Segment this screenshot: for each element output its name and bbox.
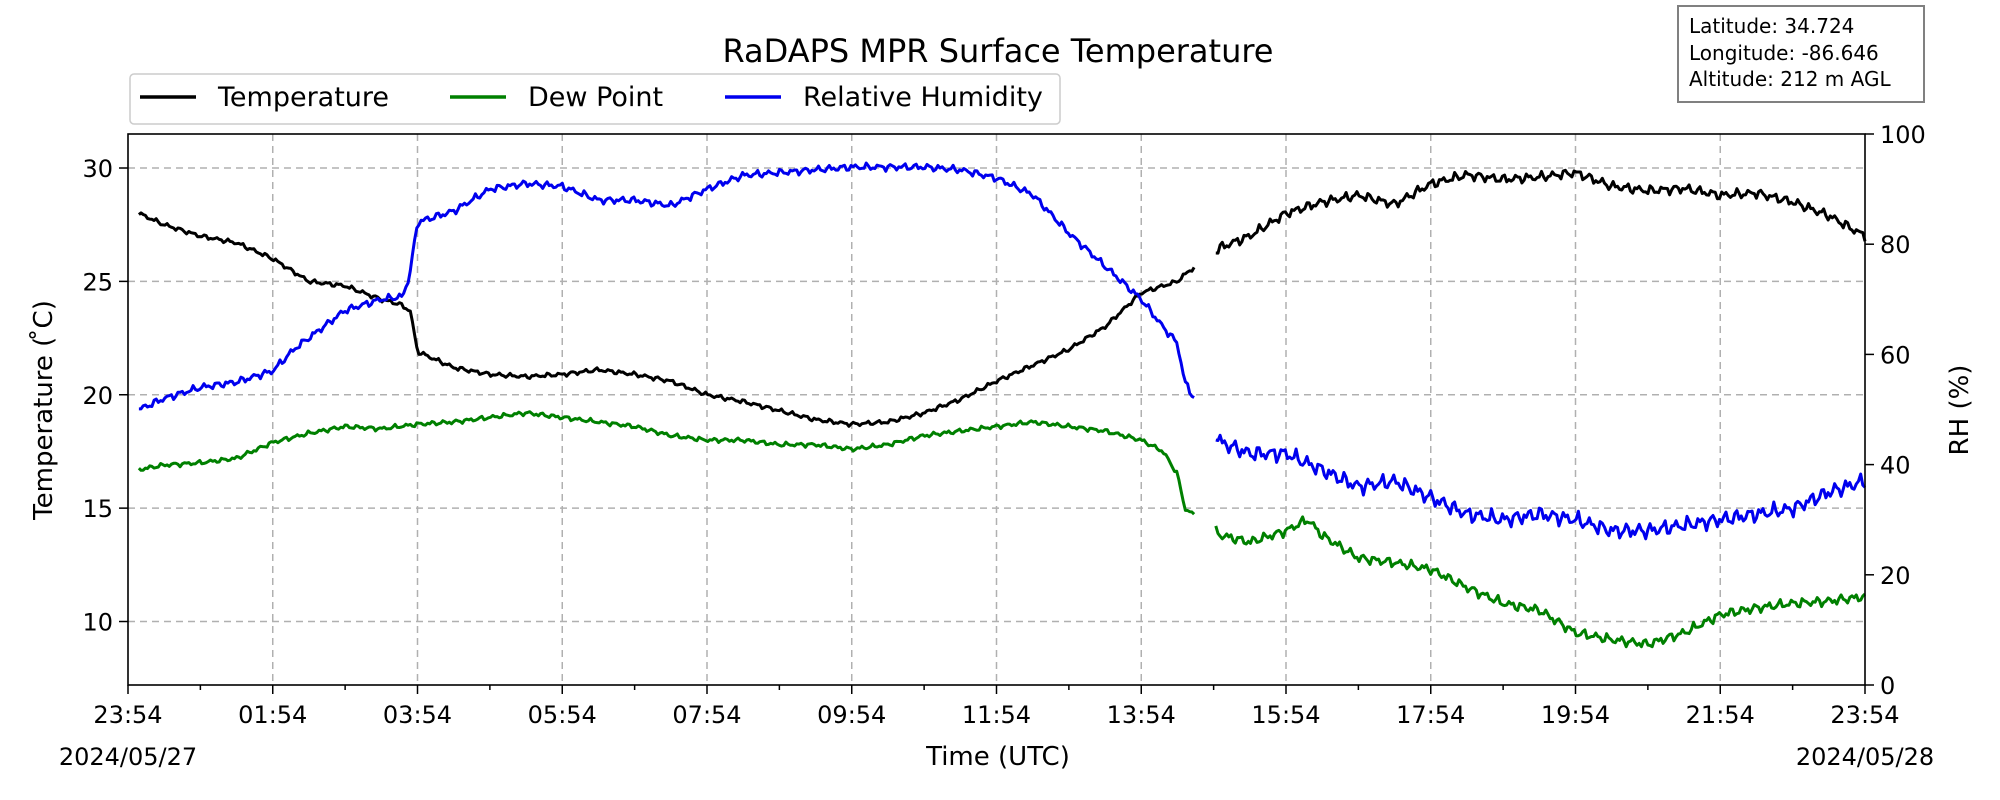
x-tick-label: 05:54 bbox=[528, 701, 597, 729]
x-tick-label: 21:54 bbox=[1686, 701, 1755, 729]
y-tick-label: 10 bbox=[82, 609, 113, 637]
x-tick-label: 17:54 bbox=[1396, 701, 1465, 729]
y2-tick-label: 0 bbox=[1880, 672, 1895, 700]
y2-tick-label: 20 bbox=[1880, 562, 1911, 590]
x-tick-label: 19:54 bbox=[1541, 701, 1610, 729]
series-line-relative-humidity bbox=[138, 161, 1867, 541]
y-tick-label: 15 bbox=[82, 495, 113, 523]
y-axis-right: 0 20 40 60 80 100 bbox=[1865, 121, 1926, 700]
x-tick-label: 09:54 bbox=[817, 701, 886, 729]
legend-box bbox=[129, 73, 1061, 125]
info-altitude: Altitude: 212 m AGL bbox=[1689, 67, 1891, 91]
y2-tick-label: 100 bbox=[1880, 121, 1926, 149]
y2-tick-label: 40 bbox=[1880, 452, 1911, 480]
y-tick-label: 30 bbox=[82, 155, 113, 183]
info-latitude: Latitude: 34.724 bbox=[1689, 14, 1854, 38]
y2-tick-label: 60 bbox=[1880, 341, 1911, 369]
legend-label-relative-humidity: Relative Humidity bbox=[803, 82, 1043, 113]
y-axis-label: Temperature ( ̊C) bbox=[29, 300, 59, 521]
grid-lines bbox=[128, 134, 1865, 685]
y-tick-label: 20 bbox=[82, 382, 113, 410]
x-tick-label: 03:54 bbox=[383, 701, 452, 729]
y-axis-left: 10 15 20 25 30 bbox=[82, 155, 128, 637]
info-box-frame bbox=[1677, 5, 1925, 103]
y2-tick-label: 80 bbox=[1880, 231, 1911, 259]
y-tick-label: 25 bbox=[82, 268, 113, 296]
y2-axis-label: RH (%) bbox=[1945, 365, 1975, 456]
x-tick-label: 15:54 bbox=[1251, 701, 1320, 729]
x-tick-label: 23:54 bbox=[1830, 701, 1899, 729]
x-axis-label: Time (UTC) bbox=[925, 742, 1070, 772]
series-line-dew-point bbox=[137, 410, 1867, 649]
x-tick-label: 11:54 bbox=[962, 701, 1031, 729]
info-longitude: Longitude: -86.646 bbox=[1689, 41, 1879, 65]
legend-label-dew-point: Dew Point bbox=[528, 82, 663, 113]
chart-title: RaDAPS MPR Surface Temperature bbox=[723, 32, 1274, 70]
legend-label-temperature: Temperature bbox=[217, 82, 389, 113]
location-info-box: Latitude: 34.724 Longitude: -86.646 Alti… bbox=[1677, 5, 1925, 103]
chart-series bbox=[137, 161, 1867, 649]
x-tick-label: 13:54 bbox=[1107, 701, 1176, 729]
x-axis: 23:54 01:54 03:54 05:54 07:54 09:54 11:54 13:54… bbox=[93, 685, 1900, 729]
series-line-temperature bbox=[137, 168, 1867, 428]
x-tick-label: 23:54 bbox=[93, 701, 162, 729]
legend: Temperature Dew Point Relative Humidity bbox=[129, 73, 1061, 125]
x-tick-label: 01:54 bbox=[238, 701, 307, 729]
date-end-label: 2024/05/28 bbox=[1796, 743, 1934, 771]
date-start-label: 2024/05/27 bbox=[59, 743, 197, 771]
x-tick-label: 07:54 bbox=[672, 701, 741, 729]
